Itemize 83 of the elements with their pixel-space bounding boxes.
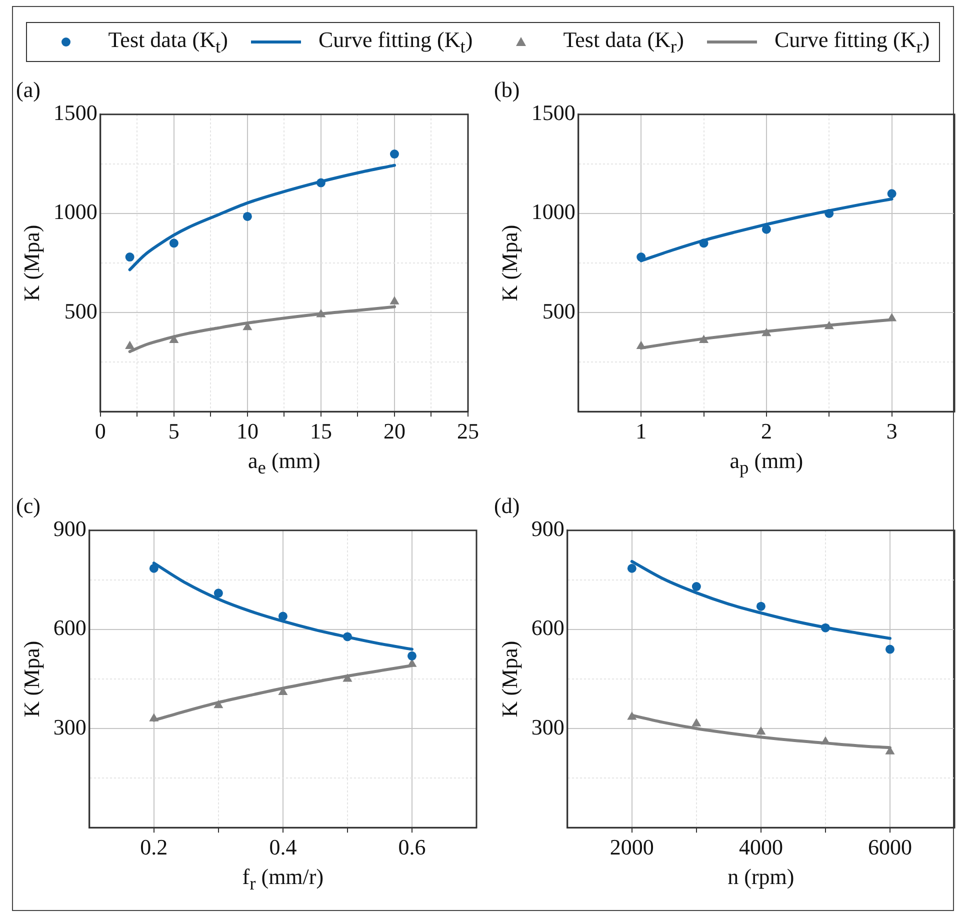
x-axis-title: a$_{p}$ (mm) xyxy=(730,448,804,478)
point xyxy=(692,718,702,726)
y-tick-label: 900 xyxy=(53,516,86,542)
point xyxy=(699,334,709,344)
point xyxy=(627,564,636,573)
chart-title: (c) xyxy=(16,492,40,518)
y-tick-label: 1000 xyxy=(53,199,98,224)
x-tick-label: 6000 xyxy=(868,834,912,860)
point xyxy=(762,328,772,336)
line-series xyxy=(630,560,892,640)
legend-label: Test data (K$_{r}$) xyxy=(563,26,684,58)
point xyxy=(824,208,834,218)
y-axis-title: K (Mpa) xyxy=(496,640,522,718)
point xyxy=(636,340,646,349)
x-tick-label: 0.6 xyxy=(398,834,426,860)
legend-label: Curve fitting (K$_{r}$) xyxy=(774,26,930,58)
y-axis-title: K (Mpa) xyxy=(18,640,44,718)
point xyxy=(820,736,830,744)
point xyxy=(756,602,766,611)
x-tick-label: 0 xyxy=(94,418,106,444)
x-tick-label: 10 xyxy=(236,418,258,444)
point xyxy=(214,700,224,708)
x-tick-label: 2000 xyxy=(610,834,654,860)
point xyxy=(169,334,179,344)
point xyxy=(885,644,894,654)
chart-title: (b) xyxy=(494,76,520,102)
y-tick-label: 600 xyxy=(531,615,564,640)
y-tick-label: 600 xyxy=(53,615,86,640)
x-tick-label: 15 xyxy=(310,418,332,444)
point xyxy=(390,150,399,159)
point xyxy=(407,658,417,667)
y-axis-title: K (Mpa) xyxy=(18,224,44,302)
legend-label: Test data (K$_{t}$) xyxy=(108,26,228,58)
y-tick-label: 1500 xyxy=(531,100,576,126)
x-axis-title: f$_{r}$ (mm/r) xyxy=(242,864,324,894)
point xyxy=(214,588,223,598)
y-axis-title: K (Mpa) xyxy=(496,224,522,302)
y-tick-label: 500 xyxy=(542,298,576,324)
x-tick-label: 0.2 xyxy=(140,834,168,860)
x-tick-label: 4000 xyxy=(738,834,783,860)
line-series xyxy=(128,164,396,272)
point xyxy=(820,623,830,632)
point xyxy=(887,189,896,198)
point xyxy=(169,238,178,248)
point xyxy=(407,651,416,660)
point xyxy=(316,309,326,318)
y-tick-label: 500 xyxy=(64,298,98,324)
point xyxy=(692,582,701,592)
point xyxy=(125,252,134,262)
point xyxy=(885,746,895,754)
x-tick-label: 3 xyxy=(886,418,898,444)
y-tick-label: 900 xyxy=(531,516,564,542)
point xyxy=(627,711,637,720)
x-axis-title: a$_{e}$ (mm) xyxy=(248,448,320,478)
x-axis-title: n (rpm) xyxy=(728,864,794,890)
point xyxy=(316,178,326,188)
point xyxy=(278,612,288,621)
point xyxy=(762,224,771,234)
x-tick-label: 1 xyxy=(636,418,647,444)
chart-title: (d) xyxy=(494,492,520,518)
y-tick-label: 1500 xyxy=(53,100,98,126)
point xyxy=(699,238,708,248)
point xyxy=(149,713,159,722)
x-tick-label: 0.4 xyxy=(269,834,297,860)
point xyxy=(756,726,766,735)
chart-title: (a) xyxy=(16,76,40,102)
point xyxy=(887,312,897,322)
point xyxy=(636,252,646,262)
point xyxy=(149,564,158,573)
point xyxy=(342,632,352,642)
point xyxy=(342,674,352,682)
x-tick-label: 2 xyxy=(760,418,772,444)
legend-label: Curve fitting (K$_{t}$) xyxy=(318,26,473,58)
x-tick-label: 5 xyxy=(168,418,180,444)
point xyxy=(242,212,252,221)
y-tick-label: 1000 xyxy=(531,199,576,224)
point xyxy=(125,340,135,349)
point xyxy=(390,296,400,304)
y-tick-label: 300 xyxy=(531,714,564,740)
x-tick-label: 20 xyxy=(383,418,406,444)
point xyxy=(824,320,834,330)
y-tick-label: 300 xyxy=(53,714,86,740)
x-tick-label: 25 xyxy=(457,418,479,444)
